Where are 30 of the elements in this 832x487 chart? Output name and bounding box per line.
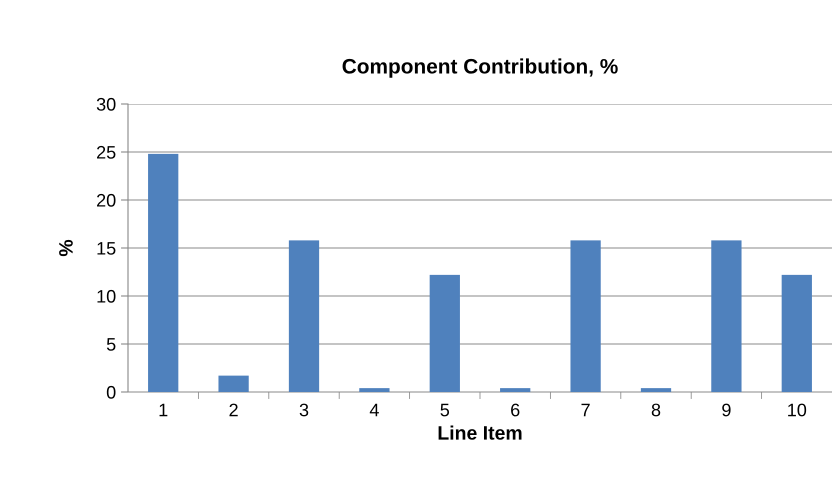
chart-title: Component Contribution, % bbox=[342, 58, 618, 78]
bar bbox=[782, 274, 812, 392]
bar bbox=[711, 240, 742, 392]
x-tick-label: 4 bbox=[370, 404, 379, 416]
y-tick-label: 25 bbox=[97, 146, 116, 159]
y-tick-label: 10 bbox=[97, 290, 116, 303]
y-tick-label: 30 bbox=[96, 98, 116, 111]
y-tick-label: 20 bbox=[97, 194, 116, 207]
bar bbox=[640, 388, 672, 392]
x-tick-label: 10 bbox=[788, 404, 806, 416]
y-tick-label: 0 bbox=[106, 386, 116, 399]
x-tick-label: 7 bbox=[582, 404, 590, 416]
bar bbox=[218, 376, 249, 392]
bar bbox=[359, 388, 390, 392]
bar bbox=[288, 240, 320, 392]
x-tick-label: 8 bbox=[652, 404, 660, 416]
x-tick-label: 5 bbox=[440, 404, 450, 416]
y-axis-title: % bbox=[59, 240, 73, 256]
x-tick-label: 6 bbox=[511, 404, 520, 416]
x-tick-label: 3 bbox=[300, 404, 308, 416]
y-tick-label: 5 bbox=[106, 338, 116, 351]
bar bbox=[148, 154, 178, 392]
x-tick-label: 1 bbox=[160, 404, 168, 416]
x-axis-title: Line Item bbox=[438, 426, 522, 440]
bar bbox=[430, 274, 460, 392]
x-tick-label: 9 bbox=[722, 404, 731, 416]
bar bbox=[500, 388, 530, 392]
y-tick-label: 15 bbox=[97, 242, 116, 255]
bar bbox=[570, 240, 601, 392]
x-tick-label: 2 bbox=[229, 404, 238, 416]
